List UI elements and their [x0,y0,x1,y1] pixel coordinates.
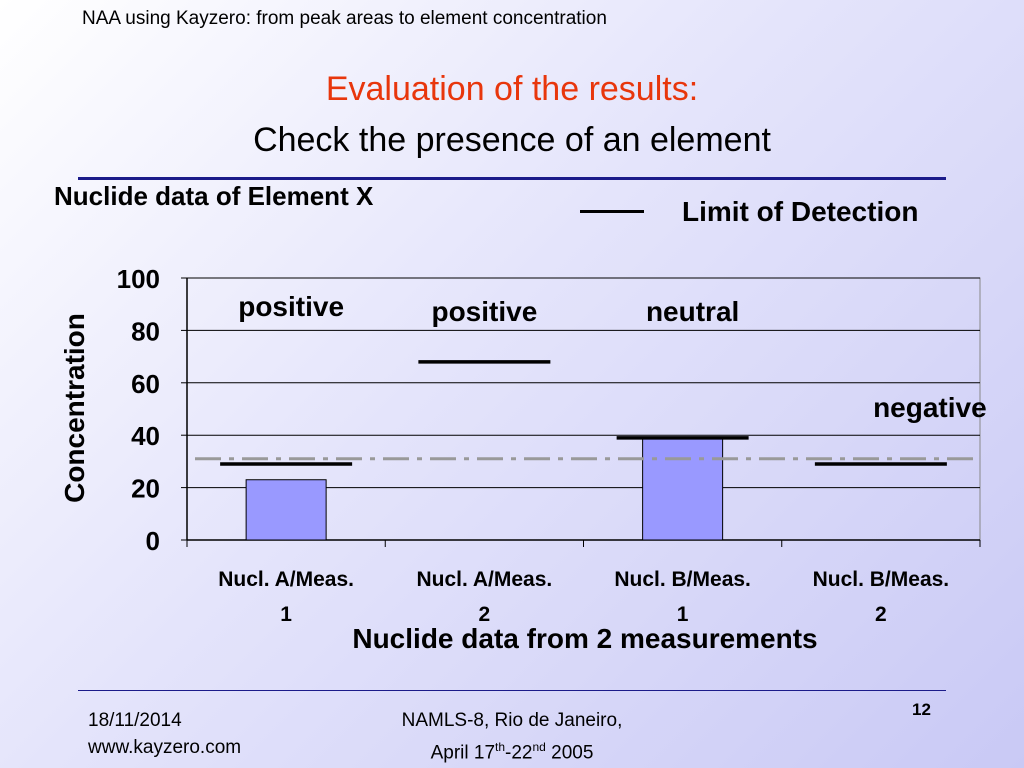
y-tick-label: 80 [131,316,160,346]
slide-header: NAA using Kayzero: from peak areas to el… [82,8,607,29]
slide-title: Evaluation of the results: [325,70,699,108]
status-annotation: negative [873,392,987,423]
footer-left: 18/11/2014 www.kayzero.com [88,707,241,761]
x-tick-label-line2: 1 [677,603,689,626]
y-tick-label: 60 [131,369,160,399]
status-annotation: positive [238,291,344,322]
x-tick-label-line1: Nucl. B/Meas. [614,568,751,591]
x-tick-label-line2: 1 [280,603,292,626]
x-tick-label: Nucl. B/Meas. 2 [813,568,950,626]
legend-swatch [580,210,644,213]
x-axis-title: Nuclide data from 2 measurements [352,623,818,654]
page-number: 12 [912,700,931,719]
footer-event-year: 2005 [545,742,594,764]
y-tick-label: 100 [117,264,160,294]
footer-event-prefix: April 17 [430,742,496,764]
footer-date: 18/11/2014 [88,710,182,731]
x-tick-label-line2: 2 [479,603,491,626]
bar [642,437,724,541]
footer-event-line2: April 17th-22nd 2005 [380,734,644,766]
x-tick-label: Nucl. B/Meas. 1 [614,568,751,626]
footer-event: NAMLS-8, Rio de Janeiro, April 17th-22nd… [380,707,644,766]
chart-subtitle: Nuclide data of Element X [54,181,374,211]
x-tick-label: Nucl. A/Meas. 2 [416,568,552,626]
footer-event-sup2: nd [532,740,546,754]
legend-label: Limit of Detection [682,196,919,227]
x-tick-label-line1: Nucl. A/Meas. [218,568,354,591]
footer-event-line1: NAMLS-8, Rio de Janeiro, [401,710,623,731]
y-tick-label: 0 [146,526,160,556]
footer-site: www.kayzero.com [88,737,242,758]
status-annotation: positive [431,296,537,327]
x-tick-label-line1: Nucl. A/Meas. [416,568,552,591]
x-tick-label-line2: 2 [875,603,887,626]
x-tick-label-line1: Nucl. B/Meas. [813,568,950,591]
footer-event-mid: -22 [505,742,533,764]
y-tick-label: 40 [131,421,160,451]
slide-subtitle: Check the presence of an element [253,121,771,159]
footer-divider [78,690,946,691]
x-tick-label: Nucl. A/Meas. 1 [218,568,354,626]
footer-event-sup1: th [495,740,506,754]
title-divider [78,177,946,180]
bar [245,479,327,541]
status-annotation: neutral [646,296,739,327]
y-tick-label: 20 [131,474,160,504]
